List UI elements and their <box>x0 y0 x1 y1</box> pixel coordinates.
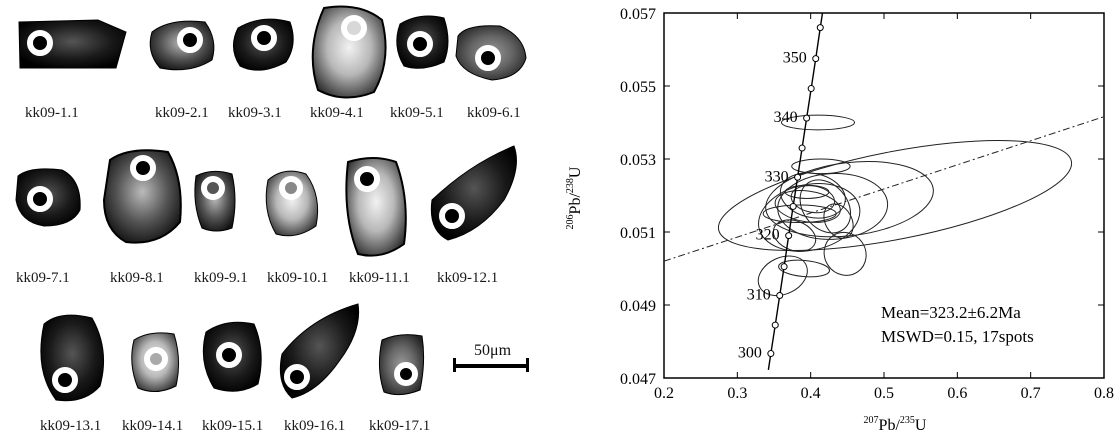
grain-label: kk09-10.1 <box>267 270 329 286</box>
concordia-age-marker <box>816 24 824 32</box>
error-ellipses <box>717 114 1073 297</box>
grain-label: kk09-6.1 <box>467 105 521 121</box>
y-axis-label: 206Pb/238U <box>565 166 584 229</box>
regression-line <box>664 116 1104 262</box>
grain-label: kk09-11.1 <box>349 270 410 286</box>
zircon-grain-12 <box>430 145 517 241</box>
grain-label: kk09-4.1 <box>310 105 364 121</box>
zircon-grain-6 <box>455 25 527 81</box>
grain-label: kk09-8.1 <box>110 270 164 286</box>
concordia-chart: 300 310 320 330 340 350 0.2 0.3 0.4 0.5 0.6 0.7 0.8… <box>565 6 1114 434</box>
grain-label: kk09-3.1 <box>228 105 282 121</box>
x-tick-label: 0.6 <box>947 385 967 402</box>
error-ellipse <box>791 158 851 175</box>
concordia-age-marker <box>785 232 793 240</box>
error-ellipse <box>765 160 934 238</box>
concordia-age-label: 330 <box>765 168 789 185</box>
grain-label: kk09-17.1 <box>369 418 431 434</box>
x-tick-label: 0.4 <box>801 385 821 402</box>
grain-label: kk09-1.1 <box>25 105 79 121</box>
y-tick-label: 0.051 <box>620 225 656 242</box>
concordia-age-marker <box>789 202 797 210</box>
y-tick-label: 0.047 <box>620 371 656 388</box>
scale-bar <box>453 358 529 372</box>
concordia-age-marker <box>776 292 784 300</box>
zircon-grain-7 <box>15 168 81 227</box>
zircon-grain-3 <box>233 18 294 71</box>
concordia-age-label: 340 <box>774 109 798 126</box>
x-tick-label: 0.2 <box>654 385 674 402</box>
grain-label: kk09-9.1 <box>194 270 248 286</box>
x-axis-ticks: 0.2 0.3 0.4 0.5 0.6 0.7 0.8 <box>654 13 1114 402</box>
x-tick-label: 0.3 <box>727 385 747 402</box>
scale-bar-label: 50μm <box>474 342 512 359</box>
grain-label: kk09-15.1 <box>202 418 264 434</box>
grain-images <box>15 5 529 402</box>
error-ellipse <box>717 140 1073 251</box>
zircon-grain-16 <box>279 303 360 399</box>
concordia-chart-panel: 300 310 320 330 340 350 0.2 0.3 0.4 0.5 0.6 0.7 0.8… <box>560 0 1119 438</box>
error-ellipse <box>762 204 837 224</box>
grain-label: kk09-14.1 <box>122 418 184 434</box>
zircon-grain-9 <box>194 170 236 232</box>
concordia-age-label: 310 <box>747 287 771 304</box>
zircon-cl-images <box>15 5 529 402</box>
concordia-age-marker <box>807 85 815 93</box>
x-axis-label: 207Pb/235U <box>864 415 927 434</box>
grain-label: kk09-16.1 <box>284 418 346 434</box>
concordia-age-marker <box>780 263 788 271</box>
zircon-grain-8 <box>102 149 182 244</box>
error-ellipse <box>757 255 808 297</box>
grain-label: kk09-2.1 <box>155 105 209 121</box>
error-ellipse <box>799 179 852 234</box>
zircon-grain-2 <box>149 20 215 71</box>
grain-label: kk09-12.1 <box>437 270 499 286</box>
zircon-grain-13 <box>40 314 105 402</box>
zircon-grain-17 <box>378 334 425 396</box>
concordia-age-marker <box>767 350 775 358</box>
concordia-age-marker <box>794 173 802 181</box>
error-ellipse <box>781 114 855 131</box>
cl-images-panel: kk09-1.1 kk09-2.1 kk09-3.1 kk09-4.1 kk09… <box>0 0 560 438</box>
concordia-curve-path <box>767 13 824 370</box>
error-ellipse <box>823 203 854 239</box>
x-tick-label: 0.7 <box>1021 385 1041 402</box>
concordia-age-marker <box>803 114 811 122</box>
zircon-grain-4 <box>311 5 387 99</box>
zircon-grain-5 <box>396 15 449 69</box>
error-ellipse <box>774 190 841 223</box>
y-tick-label: 0.055 <box>620 79 656 96</box>
y-axis-ticks: 0.047 0.049 0.051 0.053 0.055 0.057 <box>620 6 1104 388</box>
mean-age-annotation: Mean=323.2±6.2Ma <box>881 303 1021 322</box>
concordia-age-labels: 300 310 320 330 340 350 <box>738 50 807 362</box>
zircon-grain-1 <box>18 19 127 69</box>
concordia-age-marker <box>798 144 806 152</box>
concordia-age-marker <box>771 321 779 329</box>
regression-line-path <box>664 116 1104 262</box>
error-ellipse <box>772 219 817 252</box>
concordia-age-label: 350 <box>783 50 807 67</box>
zircon-grain-11 <box>345 157 407 257</box>
concordia-curve <box>767 13 824 370</box>
zircon-grain-14 <box>131 332 180 392</box>
zircon-grain-15 <box>202 321 262 392</box>
grain-label: kk09-7.1 <box>16 270 70 286</box>
y-tick-label: 0.053 <box>620 152 656 169</box>
concordia-age-label: 300 <box>738 345 762 362</box>
mswd-annotation: MSWD=0.15, 17spots <box>881 327 1034 346</box>
concordia-age-marker <box>812 55 820 63</box>
y-tick-label: 0.049 <box>620 298 656 315</box>
error-ellipse <box>778 259 831 278</box>
zircon-grain-10 <box>265 170 319 237</box>
y-tick-label: 0.057 <box>620 6 656 23</box>
grain-label: kk09-13.1 <box>40 418 102 434</box>
error-ellipse <box>823 231 867 276</box>
grain-label: kk09-5.1 <box>390 105 444 121</box>
x-tick-label: 0.8 <box>1094 385 1114 402</box>
concordia-age-label: 320 <box>756 227 780 244</box>
error-ellipse <box>784 184 830 199</box>
x-tick-label: 0.5 <box>874 385 894 402</box>
